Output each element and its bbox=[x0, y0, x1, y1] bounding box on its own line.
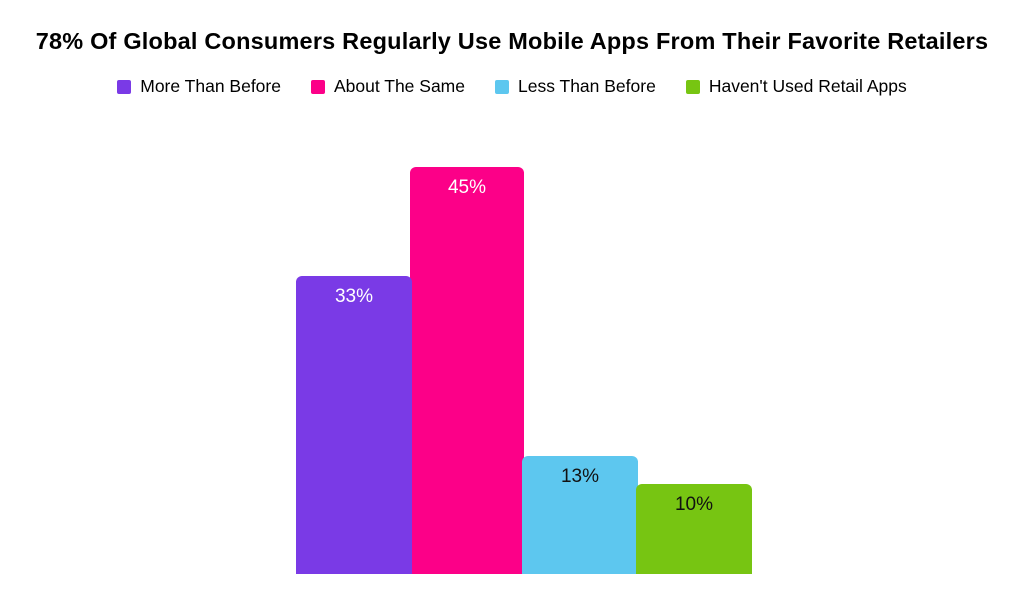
legend-item-about-the-same: About The Same bbox=[310, 76, 465, 97]
legend-label-less-than-before: Less Than Before bbox=[518, 76, 656, 96]
legend-marker-havent-used-retail-apps bbox=[685, 79, 700, 94]
bar-value-label-about-the-same: 45% bbox=[447, 177, 487, 198]
legend-marker-more-than-before bbox=[117, 79, 132, 94]
legend-marker-less-than-before bbox=[495, 79, 509, 94]
bar-more-than-before: 33% bbox=[296, 276, 412, 574]
legend-item-havent-used-retail-apps: Haven't Used Retail Apps bbox=[685, 76, 907, 97]
bar-value-label-more-than-before: 33% bbox=[334, 286, 374, 307]
bar-about-the-same: 45% bbox=[410, 167, 524, 574]
legend: More Than Before About The Same Less Tha… bbox=[0, 76, 1024, 97]
legend-item-more-than-before: More Than Before bbox=[117, 76, 281, 97]
bar-haven-t-used-retail-apps: 10% bbox=[636, 484, 752, 574]
legend-label-more-than-before: More Than Before bbox=[140, 76, 281, 96]
bar-value-label-less-than-before: 13% bbox=[560, 466, 600, 487]
bar-chart-plot-area: 33% 45% 13% 10% bbox=[296, 144, 752, 574]
legend-label-about-the-same: About The Same bbox=[333, 76, 465, 96]
bar-less-than-before: 13% bbox=[522, 456, 638, 574]
legend-item-less-than-before: Less Than Before bbox=[495, 76, 656, 97]
chart-title: 78% Of Global Consumers Regularly Use Mo… bbox=[35, 28, 989, 54]
bar-value-label-haven-t-used-retail-apps: 10% bbox=[674, 494, 714, 515]
legend-marker-about-the-same bbox=[310, 79, 325, 94]
legend-label-havent-used-retail-apps: Haven't Used Retail Apps bbox=[708, 76, 907, 96]
